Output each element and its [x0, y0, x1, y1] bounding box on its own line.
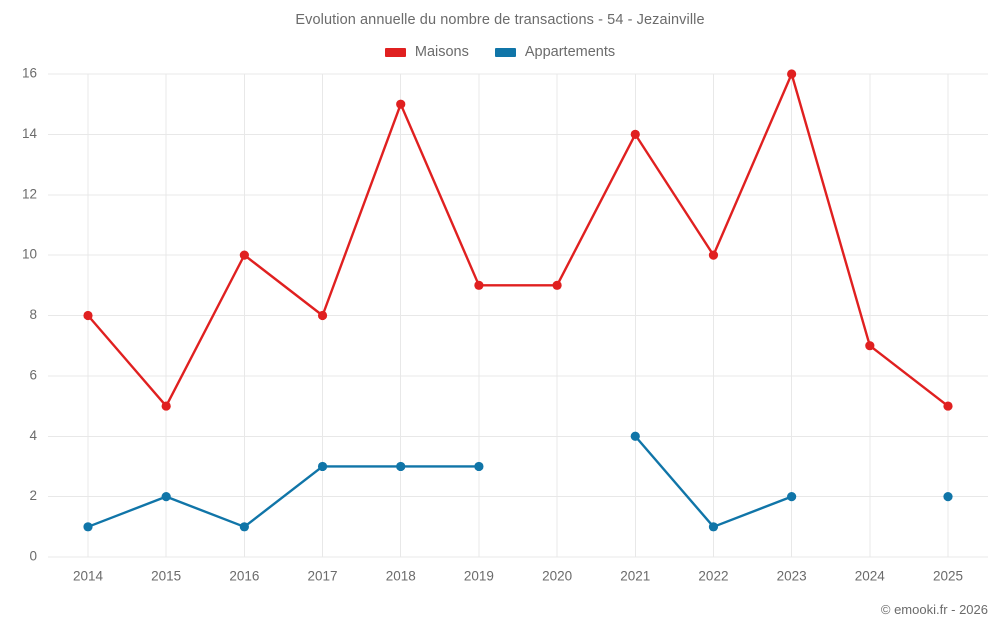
- y-axis-tick-label: 12: [22, 186, 37, 201]
- legend-label-appartements: Appartements: [524, 44, 616, 60]
- series-appartements: [83, 431, 953, 532]
- data-point[interactable]: [943, 401, 953, 411]
- y-axis-tick-label: 4: [29, 428, 37, 443]
- x-axis-tick-label: 2023: [777, 569, 807, 584]
- x-axis-tick-labels: 2014 2015 2016 2017 2018 2019 2020 2021 2022 2023…: [73, 569, 963, 584]
- data-point[interactable]: [552, 280, 562, 290]
- copyright-credit: © emooki.fr - 2026: [880, 602, 988, 617]
- data-point[interactable]: [161, 401, 171, 411]
- data-point[interactable]: [708, 250, 719, 260]
- chart-legend: Maisons Appartements: [0, 44, 1000, 60]
- legend-label-maisons: Maisons: [414, 44, 469, 60]
- data-point[interactable]: [474, 461, 484, 472]
- y-axis-tick-label: 0: [29, 549, 37, 564]
- x-axis-tick-label: 2022: [698, 569, 728, 584]
- data-point[interactable]: [161, 492, 171, 502]
- x-axis-tick-label: 2021: [620, 569, 650, 584]
- data-point[interactable]: [83, 522, 93, 532]
- data-point[interactable]: [83, 310, 93, 321]
- data-point[interactable]: [787, 492, 797, 502]
- legend-swatch-maisons: [384, 47, 406, 57]
- data-point[interactable]: [396, 99, 406, 109]
- x-axis-tick-label: 2024: [855, 569, 886, 584]
- y-axis-tick-label: 2: [29, 488, 37, 503]
- data-point[interactable]: [474, 280, 484, 290]
- legend-swatch-appartements: [494, 47, 516, 57]
- x-axis-tick-label: 2018: [386, 569, 416, 584]
- x-axis-tick-label: 2014: [73, 569, 104, 584]
- data-point[interactable]: [630, 129, 640, 139]
- gridlines: [48, 73, 988, 558]
- y-axis-tick-label: 16: [22, 66, 37, 81]
- data-point[interactable]: [630, 431, 640, 441]
- x-axis-tick-label: 2015: [151, 569, 181, 584]
- data-point[interactable]: [708, 522, 719, 532]
- data-point[interactable]: [317, 310, 328, 321]
- series-line: [86, 465, 481, 529]
- chart-title: Evolution annuelle du nombre de transact…: [295, 12, 705, 28]
- x-axis-tick-label: 2016: [229, 569, 259, 584]
- data-point[interactable]: [943, 492, 953, 502]
- x-axis-tick-label: 2020: [542, 569, 572, 584]
- series-maisons: [83, 69, 953, 411]
- data-point[interactable]: [239, 250, 249, 260]
- x-axis-tick-label: 2025: [933, 569, 963, 584]
- y-axis-tick-label: 8: [29, 307, 37, 322]
- y-axis-tick-label: 6: [29, 367, 37, 382]
- y-axis-tick-label: 14: [22, 126, 38, 141]
- y-axis-tick-label: 10: [22, 247, 37, 262]
- series-line: [86, 72, 950, 408]
- data-point[interactable]: [317, 461, 328, 472]
- data-point[interactable]: [396, 461, 406, 472]
- data-series-layer: [83, 69, 953, 532]
- legend-item-appartements[interactable]: Appartements: [494, 44, 616, 60]
- data-point[interactable]: [239, 522, 249, 532]
- x-axis-tick-label: 2019: [464, 569, 494, 584]
- y-axis-tick-labels: 0 2 4 6 8 10 12 14 16: [22, 66, 38, 564]
- data-point[interactable]: [787, 69, 797, 79]
- data-point[interactable]: [865, 341, 875, 351]
- legend-item-maisons[interactable]: Maisons: [384, 44, 469, 60]
- x-axis-tick-label: 2017: [308, 569, 338, 584]
